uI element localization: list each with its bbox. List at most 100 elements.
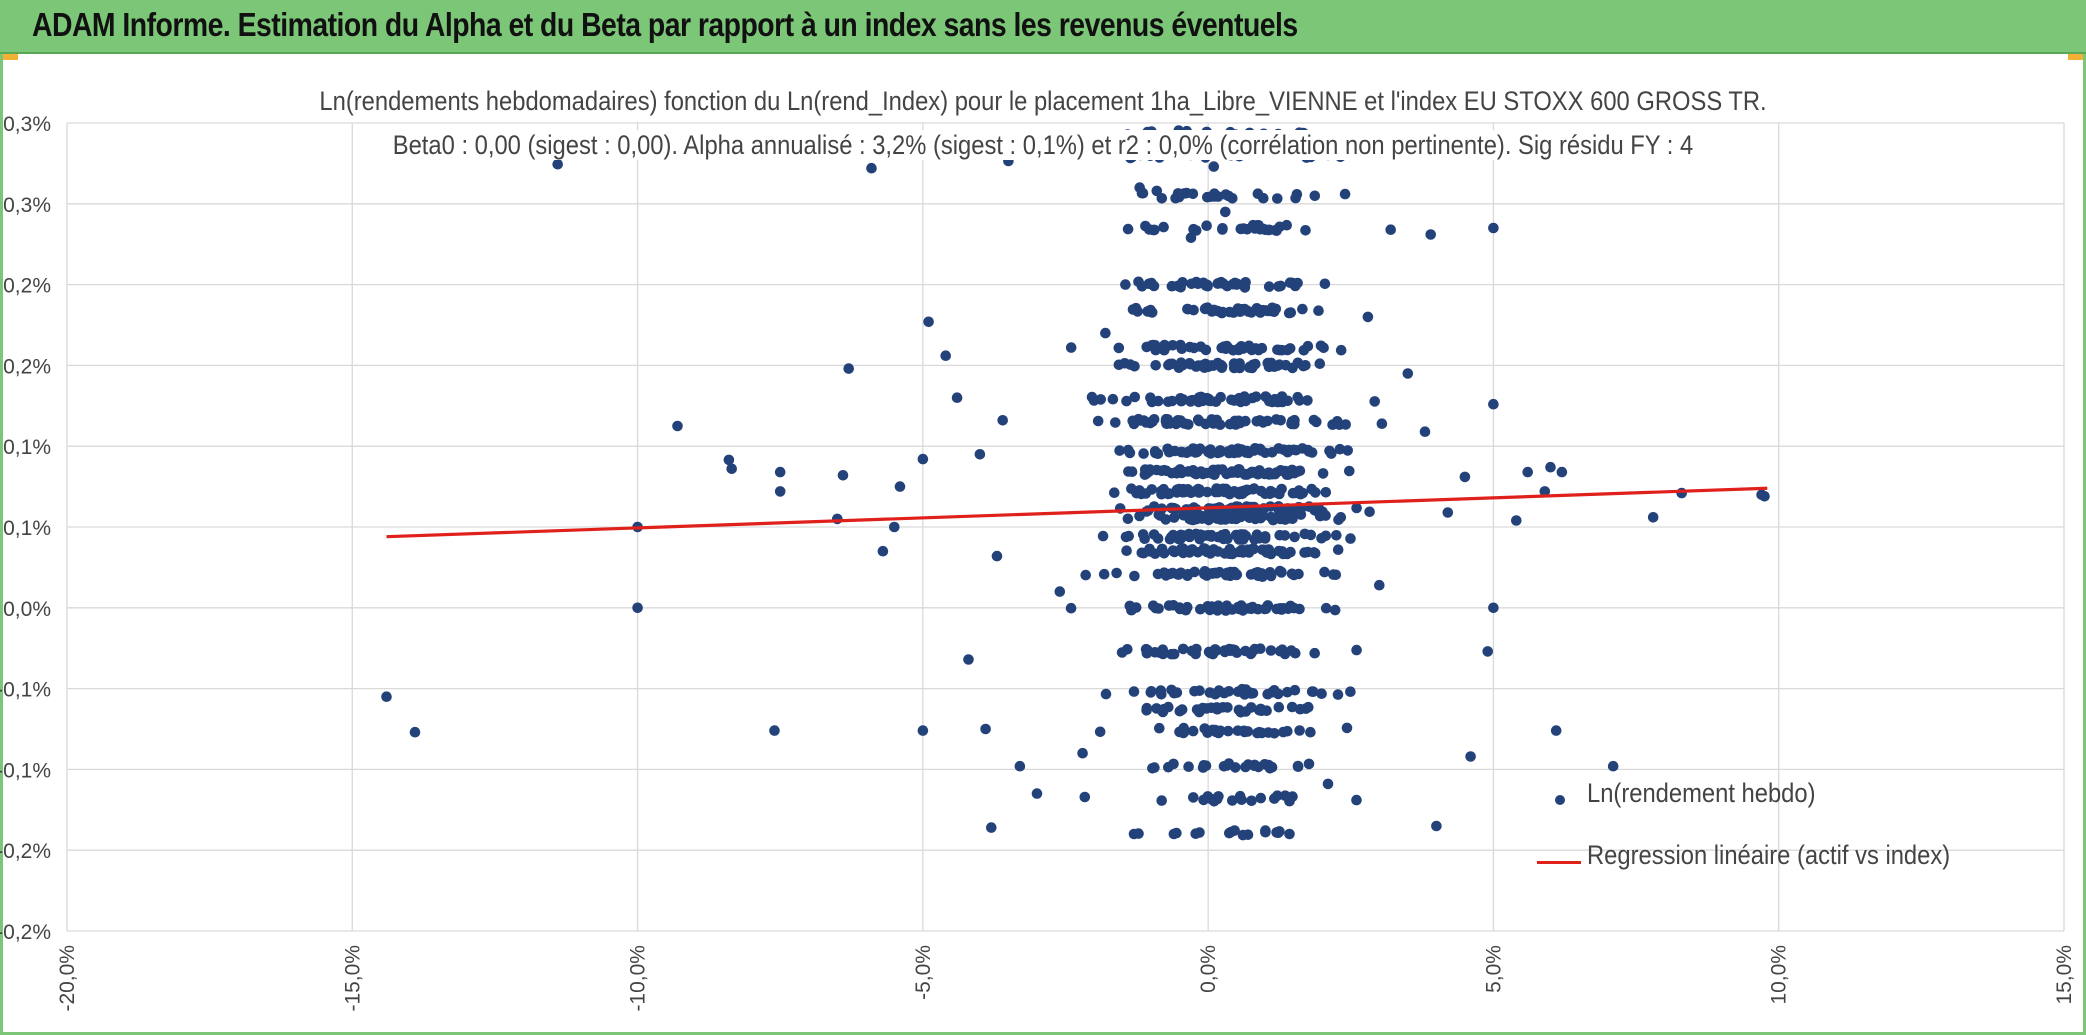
data-point bbox=[1124, 447, 1136, 459]
data-point bbox=[1251, 532, 1263, 544]
data-point bbox=[1119, 358, 1130, 369]
data-point bbox=[1122, 223, 1134, 235]
chart-subtitle: Beta0 : 0,00 (sigest : 0,00). Alpha annu… bbox=[385, 130, 1701, 160]
y-tick-label: 0,1% bbox=[3, 517, 51, 540]
data-point bbox=[1273, 827, 1284, 839]
data-point bbox=[1182, 568, 1194, 580]
data-point bbox=[1200, 418, 1211, 430]
data-point bbox=[1128, 686, 1140, 697]
data-point bbox=[381, 691, 392, 702]
data-point bbox=[1266, 761, 1278, 773]
data-point bbox=[1140, 488, 1152, 499]
data-point bbox=[1181, 187, 1192, 199]
data-point bbox=[1319, 278, 1331, 290]
data-point bbox=[1156, 795, 1167, 806]
data-point bbox=[1100, 688, 1112, 700]
data-point bbox=[1211, 645, 1222, 656]
data-point bbox=[1332, 544, 1344, 555]
data-point bbox=[1129, 391, 1141, 403]
y-tick-label: 0,2% bbox=[3, 355, 51, 378]
data-point bbox=[1341, 722, 1353, 734]
data-point bbox=[409, 726, 421, 738]
x-tick-label: -10,0% bbox=[627, 945, 650, 1012]
data-point bbox=[1211, 568, 1222, 579]
data-point bbox=[1345, 533, 1356, 544]
data-point bbox=[1217, 464, 1228, 475]
data-point bbox=[1269, 303, 1280, 315]
data-point bbox=[1098, 568, 1110, 580]
data-point bbox=[1293, 568, 1304, 580]
data-point bbox=[1168, 687, 1180, 699]
data-point bbox=[1166, 280, 1178, 292]
data-point bbox=[1126, 483, 1137, 495]
data-point bbox=[1194, 827, 1205, 838]
data-point bbox=[1214, 419, 1226, 431]
data-point bbox=[1216, 277, 1227, 289]
data-point bbox=[1556, 466, 1568, 478]
data-point bbox=[1290, 647, 1301, 659]
data-point bbox=[1260, 826, 1271, 838]
data-point bbox=[1234, 444, 1245, 456]
data-point bbox=[1240, 706, 1252, 717]
data-point bbox=[1150, 360, 1161, 371]
x-tick-label: 10,0% bbox=[1768, 945, 1791, 1005]
data-point bbox=[1309, 647, 1320, 659]
data-point bbox=[1247, 392, 1258, 404]
data-point bbox=[1177, 394, 1188, 406]
data-point bbox=[1320, 602, 1332, 614]
data-point bbox=[1168, 648, 1180, 660]
data-point bbox=[1168, 512, 1180, 523]
legend-line-label: Regression linéaire (actif vs index) bbox=[1587, 840, 1951, 870]
data-point bbox=[1171, 487, 1183, 498]
data-point bbox=[1197, 702, 1209, 714]
data-point bbox=[1322, 778, 1334, 790]
data-point bbox=[1225, 546, 1236, 557]
regression-line bbox=[386, 486, 1768, 539]
data-point bbox=[1259, 488, 1271, 500]
data-point bbox=[1242, 759, 1254, 770]
data-point bbox=[1014, 760, 1026, 772]
data-point bbox=[1302, 546, 1314, 558]
data-point bbox=[1222, 342, 1234, 354]
data-point bbox=[832, 513, 843, 525]
data-point bbox=[1345, 686, 1356, 697]
data-point bbox=[1260, 305, 1271, 316]
data-point bbox=[1160, 514, 1171, 525]
data-point bbox=[1229, 395, 1240, 406]
data-point bbox=[1173, 569, 1184, 580]
data-point bbox=[1110, 417, 1121, 428]
data-point bbox=[1281, 548, 1293, 560]
data-point bbox=[1146, 307, 1158, 318]
data-point bbox=[1315, 340, 1327, 352]
data-point bbox=[1246, 795, 1257, 807]
data-point bbox=[723, 454, 735, 466]
data-point bbox=[1351, 794, 1362, 806]
corner-marker-top-right bbox=[2068, 54, 2086, 60]
data-point bbox=[1207, 468, 1218, 480]
data-point bbox=[1271, 414, 1282, 425]
data-point bbox=[1488, 222, 1499, 234]
data-point bbox=[1065, 602, 1077, 614]
data-point bbox=[1121, 395, 1132, 407]
data-point bbox=[1235, 223, 1247, 235]
data-point bbox=[951, 392, 963, 404]
data-point bbox=[1214, 446, 1225, 458]
data-point bbox=[1170, 192, 1181, 204]
data-point bbox=[1294, 725, 1305, 736]
data-point bbox=[1138, 448, 1149, 459]
data-point bbox=[974, 449, 986, 460]
data-point bbox=[1140, 643, 1152, 655]
data-point bbox=[1335, 512, 1347, 523]
data-point bbox=[1550, 725, 1562, 736]
y-tick-label: 0,3% bbox=[3, 194, 51, 217]
data-point bbox=[1113, 342, 1125, 354]
x-tick-label: 15,0% bbox=[2053, 945, 2076, 1005]
data-point bbox=[1148, 600, 1159, 611]
data-point bbox=[1385, 224, 1396, 235]
data-point bbox=[1080, 569, 1091, 581]
data-point bbox=[1342, 445, 1353, 456]
data-point bbox=[1227, 278, 1239, 290]
data-point bbox=[1237, 605, 1249, 616]
data-point bbox=[1309, 190, 1321, 202]
data-point bbox=[1176, 343, 1188, 355]
